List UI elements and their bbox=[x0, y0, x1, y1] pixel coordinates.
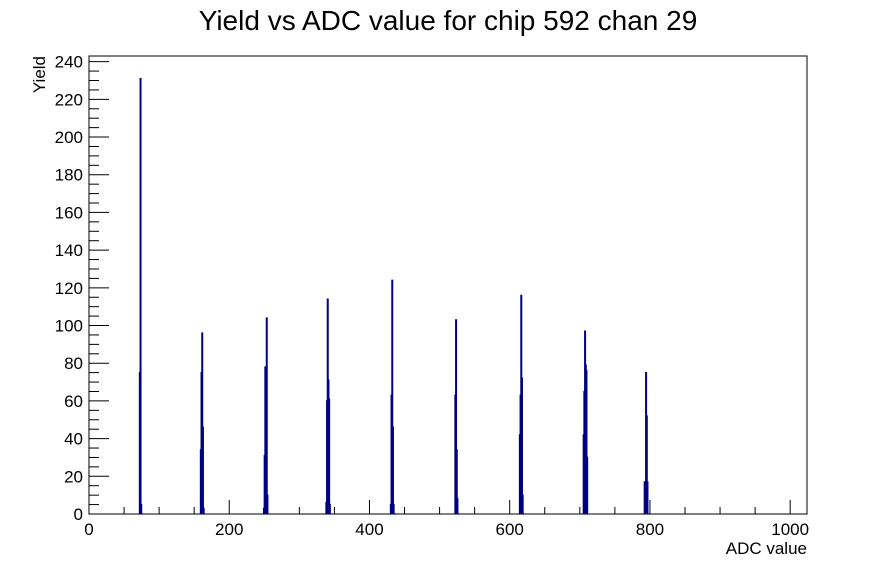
y-tick-label: 140 bbox=[55, 241, 83, 260]
histogram-bin bbox=[266, 494, 269, 514]
x-tick-label: 1000 bbox=[771, 520, 809, 539]
x-tick-label: 600 bbox=[496, 520, 524, 539]
y-tick-label: 80 bbox=[64, 354, 83, 373]
y-tick-label: 200 bbox=[55, 128, 83, 147]
y-tick-label: 20 bbox=[64, 467, 83, 486]
histogram-bin bbox=[201, 426, 204, 514]
x-tick-label: 0 bbox=[84, 520, 93, 539]
y-tick-label: 240 bbox=[55, 53, 83, 72]
x-axis-label: ADC value bbox=[726, 539, 807, 558]
histogram-bin bbox=[391, 279, 394, 514]
histogram-bin bbox=[201, 332, 204, 514]
histogram-bin bbox=[520, 377, 523, 514]
y-tick-label: 100 bbox=[55, 317, 83, 336]
histogram-bin bbox=[265, 317, 268, 514]
histogram-bin bbox=[140, 503, 143, 514]
histogram-bin bbox=[202, 507, 205, 514]
histogram-bin bbox=[645, 415, 648, 514]
histogram-bin bbox=[585, 370, 588, 514]
y-tick-label: 40 bbox=[64, 430, 83, 449]
histogram-bin bbox=[586, 456, 589, 514]
y-tick-label: 180 bbox=[55, 166, 83, 185]
y-tick-label: 120 bbox=[55, 279, 83, 298]
histogram-bin bbox=[328, 398, 331, 514]
plot-frame bbox=[88, 55, 808, 515]
histogram-bin bbox=[456, 498, 459, 514]
histogram-bin bbox=[455, 319, 458, 514]
histogram-bin bbox=[391, 426, 394, 514]
histogram-bin bbox=[328, 503, 331, 514]
y-tick-label: 60 bbox=[64, 392, 83, 411]
y-axis-label: Yield bbox=[30, 56, 49, 93]
histogram-bin bbox=[455, 449, 458, 514]
histogram-bin bbox=[392, 503, 395, 514]
histogram-bin bbox=[521, 494, 524, 514]
x-tick-label: 400 bbox=[355, 520, 383, 539]
y-tick-label: 220 bbox=[55, 90, 83, 109]
y-tick-label: 160 bbox=[55, 203, 83, 222]
histogram-bin bbox=[646, 481, 649, 514]
histogram-bin bbox=[139, 77, 142, 514]
y-tick-label: 0 bbox=[74, 505, 83, 524]
plot-area: 0 200 400 600 800 1000 0 20 40 60 80 100 120 140 160 18… bbox=[55, 53, 809, 539]
x-tick-label: 800 bbox=[636, 520, 664, 539]
x-tick-label: 200 bbox=[215, 520, 243, 539]
chart-title: Yield vs ADC value for chip 592 chan 29 bbox=[199, 5, 698, 36]
